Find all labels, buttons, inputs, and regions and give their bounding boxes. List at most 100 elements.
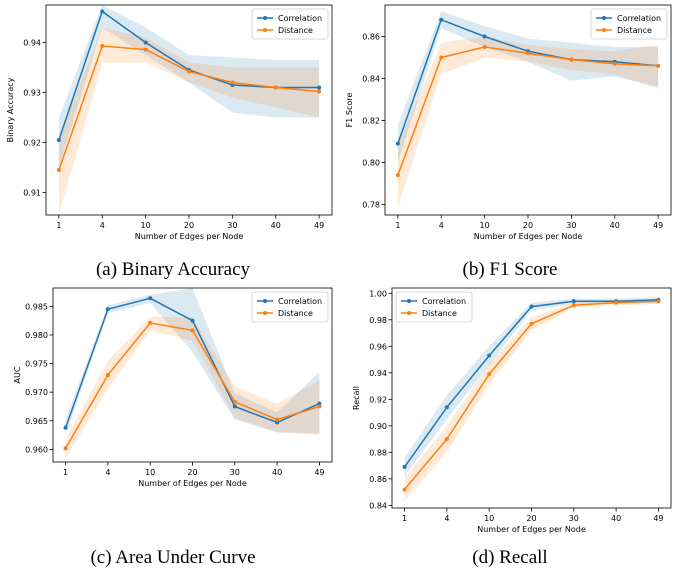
legend-marker-correlation [263,16,267,20]
data-point-correlation [100,9,105,14]
y-tick-label: 0.86 [369,475,387,484]
legend-box [590,8,668,40]
confidence-band-distance [65,316,320,458]
x-tick-label: 10 [484,514,494,523]
data-point-distance [402,487,407,492]
data-point-distance [190,328,195,333]
y-tick-label: 0.86 [362,33,380,42]
caption-f1-score: (b) F1 Score [462,259,558,280]
x-tick-label: 40 [272,468,282,477]
data-point-distance [395,173,400,178]
data-point-distance [105,373,110,377]
y-axis-label: AUC [13,366,22,383]
legend-marker-distance [602,28,606,32]
data-point-distance [444,437,449,442]
legend: Correlation Distance [395,291,473,323]
y-tick-label: 0.93 [23,89,41,98]
chart-panel-recall: 1 4 10 20 30 40 49 0.84 0.86 0.88 0.90 0.92 0.94 0.96… [352,287,672,534]
x-tick-label: 20 [523,221,533,230]
legend-label-correlation: Correlation [617,14,661,23]
data-point-correlation [487,353,492,358]
data-point-distance [143,47,148,52]
confidence-band-distance [397,36,659,207]
y-tick-label: 0.96 [369,342,387,351]
y-tick-label: 0.84 [362,75,380,84]
legend-label-distance: Distance [617,26,652,35]
data-point-distance [56,168,61,172]
y-tick-label: 0.78 [362,201,380,210]
y-tick-label: 0.90 [369,422,387,431]
y-tick-label: 0.88 [369,448,387,457]
data-point-correlation [143,40,148,45]
legend-label-distance: Distance [278,26,313,35]
legend-marker-distance [407,311,411,315]
confidence-band-distance [58,27,320,215]
y-axis-label: Recall [352,386,361,410]
x-tick-label: 30 [569,514,579,523]
y-tick-label: 0.94 [23,39,41,48]
data-point-distance [526,51,530,56]
data-point-distance [656,63,661,68]
x-tick-label: 40 [610,221,620,230]
x-tick-label: 1 [395,221,400,230]
x-tick-label: 10 [480,221,490,230]
data-point-distance [529,321,534,326]
chart-panel-f1-score: 1 4 10 20 30 40 49 0.78 0.80 0.82 0.84 0.86 Number o… [345,4,672,241]
y-tick-label: 0.82 [362,117,380,126]
data-point-distance [273,85,278,90]
y-axis-label: F1 Score [345,93,354,128]
data-point-distance [317,404,322,409]
x-tick-label: 20 [187,468,197,477]
data-point-distance [487,372,492,377]
data-point-distance [100,44,105,48]
legend-marker-distance [263,311,267,315]
chart-panel-auc: 1 4 10 20 30 40 49 0.960 0.965 0.970 0.975 0.980 0.9… [13,287,333,488]
x-tick-label: 20 [184,221,194,230]
x-tick-label: 49 [653,514,663,523]
x-tick-label: 10 [145,468,155,477]
x-axis-label: Number of Edges per Node [135,232,244,241]
legend-label-correlation: Correlation [422,297,466,306]
x-tick-label: 30 [230,468,240,477]
x-tick-label: 49 [314,221,324,230]
chart-panel-binary-accuracy: 1 4 10 20 30 40 49 0.91 0.92 0.93 0.94 Number of Ed… [6,4,333,241]
y-tick-label: 0.965 [25,417,48,426]
data-point-correlation [56,138,61,142]
data-point-distance [439,55,444,60]
data-point-correlation [317,85,322,90]
y-tick-label: 0.94 [369,369,387,378]
x-tick-label: 4 [439,221,444,230]
data-point-correlation [275,420,280,425]
data-point-correlation [402,464,407,469]
y-tick-label: 0.980 [25,331,48,340]
x-tick-label: 4 [100,221,105,230]
legend-label-distance: Distance [278,309,313,318]
x-tick-label: 30 [566,221,576,230]
legend: Correlation Distance [251,291,329,323]
data-point-distance [187,69,191,74]
data-point-correlation [317,401,322,406]
caption-binary-accuracy: (a) Binary Accuracy [95,259,251,280]
legend-label-correlation: Correlation [278,14,322,23]
data-point-correlation [439,17,444,22]
x-tick-label: 40 [611,514,621,523]
data-point-distance [656,299,661,304]
legend: Correlation Distance [251,8,329,40]
x-tick-label: 30 [227,221,237,230]
data-point-distance [614,300,619,305]
y-tick-label: 0.92 [369,395,387,404]
confidence-band-distance [404,298,659,502]
data-point-distance [482,45,487,49]
x-axis-label: Number of Edges per Node [138,479,247,488]
x-tick-label: 1 [402,514,407,523]
data-point-distance [275,417,280,422]
data-point-correlation [105,307,110,312]
data-point-distance [612,61,617,66]
legend-label-correlation: Correlation [278,297,322,306]
legend-label-distance: Distance [422,309,457,318]
legend-marker-correlation [263,299,267,303]
x-tick-label: 20 [526,514,536,523]
y-tick-label: 1.00 [369,289,387,298]
